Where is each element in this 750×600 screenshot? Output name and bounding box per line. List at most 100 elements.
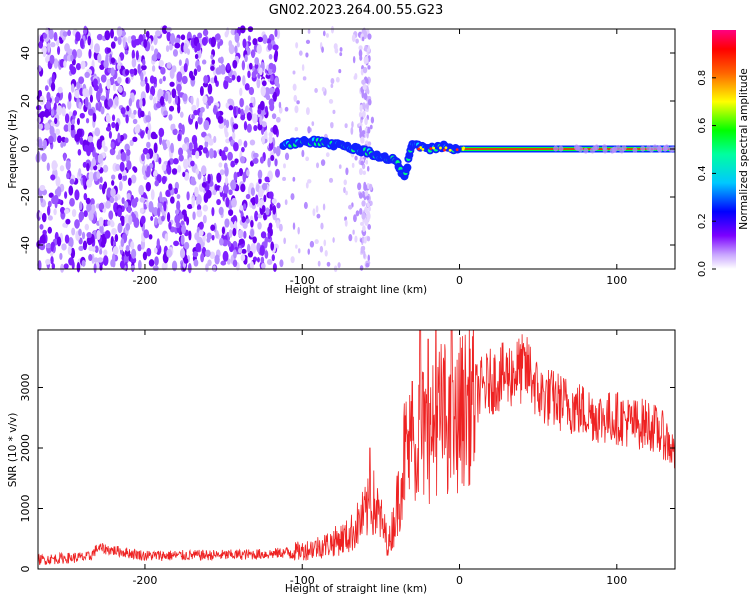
heatmap-blob — [151, 65, 156, 72]
heatmap-blob — [172, 49, 178, 57]
heatmap-blob — [275, 145, 281, 157]
heatmap-blob — [64, 137, 69, 144]
heatmap-blob — [109, 196, 115, 204]
heatmap-blob — [145, 82, 150, 94]
heatmap-blob — [141, 153, 145, 162]
track-hot-speck — [461, 147, 465, 151]
heatmap-blob — [328, 99, 334, 104]
heatmap-blob — [251, 196, 256, 206]
heatmap-blob — [257, 221, 262, 230]
heatmap-blob — [174, 95, 179, 105]
heatmap-blob — [260, 256, 265, 264]
heatmap-blob — [177, 85, 181, 97]
heatmap-blob — [193, 109, 199, 116]
heatmap-blob — [191, 197, 195, 208]
heatmap-blob — [245, 193, 251, 200]
heatmap-blob — [94, 245, 99, 253]
heatmap-blob — [208, 138, 214, 146]
heatmap-blob — [127, 205, 132, 214]
heatmap-blob — [143, 203, 147, 210]
heatmap-blob — [254, 194, 259, 205]
heatmap-blob — [70, 83, 75, 93]
heatmap-blob — [61, 106, 66, 117]
heatmap-blob — [225, 197, 230, 208]
heatmap-blob — [105, 126, 112, 132]
heatmap-blob — [96, 138, 103, 150]
heatmap-blob — [242, 75, 246, 86]
heatmap-blob — [192, 251, 199, 258]
heatmap-blob — [367, 141, 372, 146]
heatmap-blob — [133, 166, 138, 173]
heatmap-blob — [321, 46, 324, 53]
heatmap-blob — [209, 251, 216, 260]
heatmap-blob — [54, 96, 60, 104]
heatmap-blob — [213, 104, 217, 115]
heatmap-blob — [48, 28, 54, 40]
snr-x-tick-label: -200 — [132, 574, 157, 587]
heatmap-blob — [146, 141, 151, 149]
heatmap-blob — [305, 39, 311, 44]
heatmap-blob — [79, 201, 83, 211]
heatmap-blob — [111, 121, 116, 129]
heatmap-blob — [217, 41, 221, 50]
heatmap-blob — [47, 226, 52, 234]
heatmap-blob — [142, 251, 148, 261]
heatmap-blob — [239, 204, 244, 211]
heatmap-blob — [273, 146, 277, 154]
heatmap-blob — [224, 218, 230, 228]
heatmap-blob — [284, 106, 289, 112]
heatmap-blob — [93, 263, 97, 274]
heatmap-blob — [227, 151, 233, 161]
track-hot-speck — [429, 147, 433, 150]
heatmap-blob — [205, 249, 211, 258]
heatmap-blob — [359, 125, 362, 134]
heatmap-blob — [153, 142, 158, 154]
heatmap-blob — [354, 155, 358, 161]
line-flicker — [652, 144, 658, 151]
heatmap-blob — [64, 208, 70, 215]
heatmap-blob — [257, 169, 263, 180]
heatmap-blob — [344, 219, 348, 227]
heatmap-blob — [244, 54, 248, 63]
heatmap-blob — [41, 152, 47, 162]
heatmap-blob — [134, 197, 139, 203]
heatmap-blob — [256, 257, 260, 263]
heatmap-blob — [113, 36, 118, 42]
heatmap-blob — [250, 228, 255, 238]
heatmap-blob — [63, 263, 69, 270]
heatmap-blob — [117, 132, 121, 143]
heatmap-blob — [321, 86, 326, 92]
heatmap-blob — [268, 87, 275, 95]
heatmap-blob — [339, 47, 343, 52]
heatmap-blob — [44, 108, 50, 118]
heatmap-blob — [368, 183, 373, 191]
heatmap-blob — [278, 101, 282, 109]
heatmap-blob — [79, 112, 85, 119]
heatmap-blob — [127, 35, 133, 44]
heatmap-blob — [110, 188, 116, 198]
heatmap-blob — [172, 128, 178, 136]
heatmap-blob — [188, 142, 193, 152]
heatmap-blob — [241, 146, 245, 153]
line-flicker — [656, 145, 662, 152]
heatmap-blob — [131, 49, 136, 60]
heatmap-blob — [236, 171, 241, 178]
heatmap-blob — [78, 76, 85, 84]
heatmap-blob — [216, 198, 221, 206]
heatmap-blob — [180, 234, 185, 246]
heatmap-blob — [158, 89, 164, 96]
heatmap-blob — [81, 260, 86, 267]
heatmap-blob — [292, 222, 296, 230]
heatmap-blob — [227, 77, 233, 84]
heatmap-blob — [257, 108, 262, 115]
heatmap-blob — [171, 123, 176, 130]
heatmap-blob — [324, 250, 328, 257]
heatmap-blob — [53, 208, 57, 216]
heatmap-blob — [130, 174, 137, 184]
heatmap-blob — [158, 127, 165, 138]
heatmap-blob — [201, 131, 207, 138]
heatmap-blob — [365, 159, 369, 165]
heatmap-blob — [173, 240, 180, 247]
heatmap-blob — [47, 215, 53, 221]
